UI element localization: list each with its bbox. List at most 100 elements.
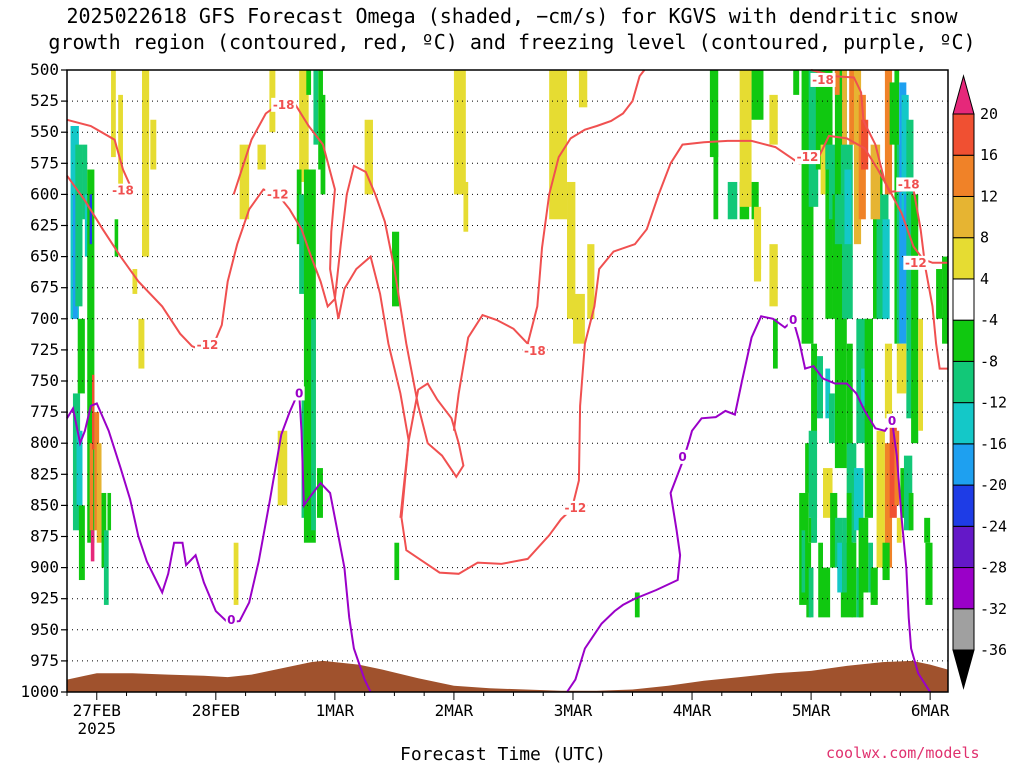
contour-label-bg (896, 177, 922, 192)
omega-cell (453, 70, 466, 195)
omega-cell (889, 82, 897, 145)
omega-cell (107, 492, 112, 531)
omega-cell (90, 530, 95, 562)
dgz-contour-line (810, 69, 948, 370)
colorbar-label: -4 (980, 311, 998, 329)
x-tick-sublabel: 2025 (77, 719, 116, 738)
colorbar-label: 12 (980, 187, 998, 205)
omega-cell (578, 70, 588, 108)
omega-cell (92, 374, 95, 450)
y-tick-label: 700 (30, 309, 59, 328)
contour-label: -12 (267, 187, 289, 201)
contour-label-bg (225, 612, 237, 627)
colorbar-swatch (952, 608, 975, 651)
omega-cell (303, 169, 316, 543)
dgz-contour-line (66, 118, 134, 192)
colorbar-bottom-arrow (952, 649, 975, 690)
omega-cell (840, 542, 853, 618)
omega-cell (364, 119, 373, 195)
y-tick-label: 975 (30, 651, 59, 670)
contour-label-bg (562, 500, 588, 515)
omega-cell (713, 144, 719, 220)
omega-cell (903, 455, 913, 531)
omega-cell (299, 194, 309, 294)
omega-cell (884, 343, 893, 419)
omega-cell (925, 542, 933, 605)
omega-cell (942, 256, 948, 344)
omega-shading (70, 70, 948, 618)
omega-cell (753, 256, 762, 282)
credit-link[interactable]: coolwx.com/models (826, 744, 980, 762)
omega-cell (111, 70, 116, 158)
y-tick-label: 875 (30, 527, 59, 546)
omega-cell (769, 244, 778, 307)
contour-label-bg (293, 386, 305, 401)
omega-cell (851, 542, 857, 618)
colorbar-swatch (952, 195, 975, 239)
colorbar: -36 -32 -28 -24 -20 -16 -12 -8 -4 4 8 12 16 20 (952, 74, 1007, 690)
chart-title-line-1: 2025022618 GFS Forecast Omega (shaded, −… (66, 4, 958, 28)
colorbar-label: 8 (980, 229, 989, 247)
omega-cell (884, 70, 893, 195)
omega-cell (233, 542, 239, 605)
colorbar-label: -16 (980, 435, 1007, 453)
omega-cell (138, 318, 145, 369)
omega-cell (306, 70, 312, 95)
contour-label-bg (265, 187, 291, 202)
omega-cell (837, 542, 843, 593)
omega-cell (567, 181, 576, 319)
omega-cell (889, 418, 897, 518)
contour-label-bg (194, 337, 220, 352)
x-tick-label: 4MAR (673, 701, 712, 720)
omega-cell (924, 517, 931, 543)
omega-cell (863, 542, 869, 593)
colorbar-label: -24 (980, 517, 1007, 535)
omega-cell (257, 144, 266, 170)
colorbar-label: -12 (980, 394, 1007, 412)
contour-label: -18 (898, 177, 920, 191)
omega-cell (727, 181, 738, 220)
contour-label: 0 (888, 414, 896, 428)
y-tick-label: 575 (30, 153, 59, 172)
dgz-contour-line (526, 69, 646, 344)
contour-label-bg (110, 183, 136, 198)
colorbar-label: -8 (980, 352, 998, 370)
x-tick-label: 28FEB (192, 701, 240, 720)
x-tick-label: 1MAR (316, 701, 355, 720)
x-tick-label: 27FEB (73, 701, 121, 720)
omega-cell (818, 542, 823, 618)
omega-cell (709, 70, 719, 158)
omega-cell (311, 318, 316, 531)
y-axis: 500 525 550 575 600 625 650 675 700 725 750 775 800 8… (20, 60, 67, 701)
y-tick-label: 500 (30, 60, 59, 79)
omega-cell (142, 70, 150, 257)
omega-cell (587, 244, 595, 319)
contour-label-bg (903, 255, 929, 270)
colorbar-label: -28 (980, 559, 1007, 577)
omega-cell (549, 70, 568, 220)
contour-label: -12 (197, 338, 219, 352)
y-tick-label: 1000 (20, 682, 59, 701)
omega-cell (89, 443, 94, 531)
dgz-contour-line (66, 134, 948, 575)
omega-cell (811, 343, 818, 444)
y-tick-label: 800 (30, 433, 59, 452)
omega-cell (751, 181, 759, 220)
omega-cell (825, 368, 831, 419)
y-tick-label: 625 (30, 216, 59, 235)
contour-labels: -18 -18 -12 -12 -18 -12 -12 -18 -18 -12 0 0 0 0 0 (110, 72, 929, 627)
omega-cell (77, 318, 85, 394)
contour-label-bg (810, 72, 836, 87)
omega-cell (753, 206, 762, 270)
omega-cell (870, 144, 881, 220)
omega-cell (882, 219, 890, 319)
omega-cell (846, 492, 852, 568)
colorbar-swatch (952, 567, 975, 610)
omega-cell (844, 169, 852, 245)
omega-cell (884, 443, 893, 568)
contour-label: -18 (524, 344, 546, 358)
omega-cell (463, 181, 469, 232)
colorbar-swatch (952, 278, 975, 321)
y-tick-label: 850 (30, 495, 59, 514)
x-axis-label: Forecast Time (UTC) (400, 744, 606, 765)
